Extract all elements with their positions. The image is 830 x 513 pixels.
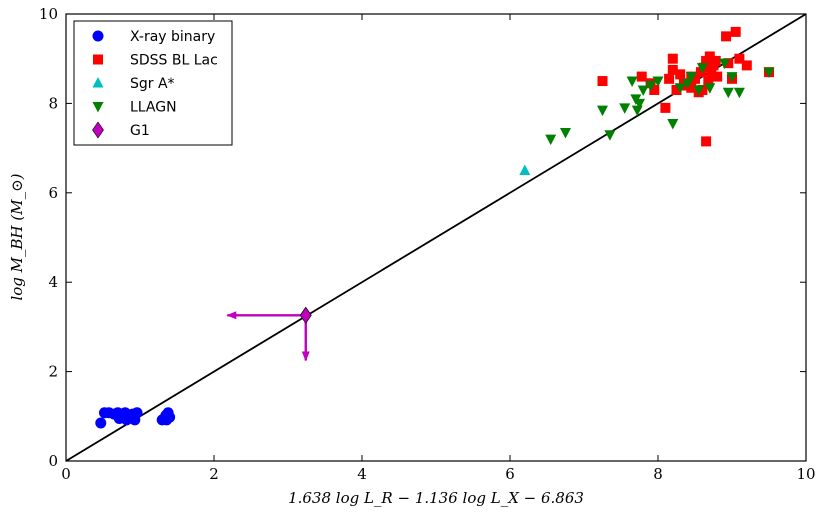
g1-point: [299, 306, 312, 324]
data-points-layer: [95, 26, 775, 429]
llagn-point: [704, 83, 716, 94]
legend-label-x-ray-binary: X-ray binary: [130, 29, 215, 45]
llagn-point: [626, 76, 638, 88]
sdss-bl-lac-point: [697, 84, 708, 95]
sdss-bl-lac-point: [741, 60, 752, 71]
llagn-point: [637, 85, 649, 96]
sgr-a-point: [519, 164, 531, 175]
legend-label-llagn: LLAGN: [130, 100, 177, 116]
sdss-bl-lac-point: [667, 64, 678, 75]
series-llagn: [545, 58, 775, 146]
sdss-bl-lac-point: [649, 84, 660, 95]
llagn-point: [682, 78, 694, 90]
x-axis-label: 1.638 log L_R − 1.136 log L_X − 6.863: [288, 489, 584, 507]
llagn-point: [619, 103, 631, 114]
legend-label-sgr-a: Sgr A*: [130, 76, 175, 92]
legend-marker-sgr-a: [92, 77, 104, 88]
llagn-point: [685, 72, 697, 83]
limit-arrows-layer: [226, 306, 312, 362]
x-tick-label: 8: [653, 465, 663, 483]
llagn-point: [722, 87, 734, 99]
y-tick-label: 6: [48, 184, 58, 202]
llagn-point: [726, 72, 738, 83]
sdss-bl-lac-point: [664, 73, 675, 84]
llagn-point: [645, 81, 657, 92]
sdss-bl-lac-point: [712, 71, 723, 82]
llagn-point: [597, 105, 608, 117]
legend-label-sdss-bl-lac: SDSS BL Lac: [130, 53, 218, 69]
y-tick-label: 0: [48, 452, 58, 470]
sdss-bl-lac-point: [675, 69, 686, 80]
llagn-point: [545, 134, 557, 146]
llagn-point: [604, 130, 616, 141]
llagn-point: [763, 67, 775, 79]
sdss-bl-lac-point: [706, 69, 717, 80]
x-tick-label: 2: [209, 465, 219, 483]
legend-marker-g1: [92, 121, 104, 139]
llagn-point: [674, 83, 686, 94]
legend: X-ray binary SDSS BL Lac Sgr A* LLAGN G1: [73, 20, 233, 146]
llagn-point: [667, 119, 679, 130]
llagn-point: [560, 127, 571, 139]
x-tick-label: 10: [796, 465, 815, 483]
y-tick-label: 4: [48, 273, 58, 291]
x-ray-binary-point: [161, 414, 173, 426]
llagn-point: [634, 98, 645, 110]
sdss-bl-lac-point: [721, 31, 732, 42]
sdss-bl-lac-point: [730, 26, 741, 37]
y-axis-label: log M_BH (M_⊙): [8, 173, 26, 300]
llagn-point: [733, 87, 745, 99]
axis-ticks-layer: 0 2 4 6 8 10 0 2 4 6 8 10: [39, 5, 816, 483]
legend-marker-x-ray-binary: [92, 30, 104, 42]
sdss-bl-lac-point: [703, 76, 714, 87]
x-tick-label: 4: [357, 465, 367, 483]
x-tick-label: 0: [61, 465, 71, 483]
sdss-bl-lac-point: [710, 55, 721, 66]
sdss-bl-lac-point: [667, 53, 678, 64]
sdss-bl-lac-point: [636, 71, 647, 82]
sdss-bl-lac-point: [671, 84, 682, 95]
sdss-bl-lac-point: [704, 51, 715, 62]
llagn-point: [652, 76, 664, 88]
y-tick-label: 2: [48, 363, 58, 381]
llagn-point: [693, 85, 705, 96]
sdss-bl-lac-point: [701, 136, 712, 147]
legend-marker-sdss-bl-lac: [93, 54, 103, 65]
x-tick-label: 6: [505, 465, 515, 483]
legend-marker-llagn: [92, 102, 104, 113]
y-tick-label: 10: [39, 5, 58, 23]
legend-label-g1: G1: [130, 123, 150, 139]
x-ray-binary-point: [95, 417, 107, 429]
llagn-point: [719, 58, 731, 70]
sdss-bl-lac-point: [734, 53, 745, 64]
sdss-bl-lac-point: [686, 82, 697, 93]
series-x-ray-binary: [95, 407, 176, 429]
series-sgr-a: [519, 164, 531, 175]
y-tick-label: 8: [48, 94, 58, 112]
sdss-bl-lac-point: [597, 76, 608, 87]
sdss-bl-lac-point: [723, 58, 734, 69]
plot-frame: [65, 13, 807, 462]
sdss-bl-lac-point: [660, 102, 671, 113]
x-ray-binary-point: [131, 407, 143, 419]
llagn-point: [696, 63, 708, 74]
